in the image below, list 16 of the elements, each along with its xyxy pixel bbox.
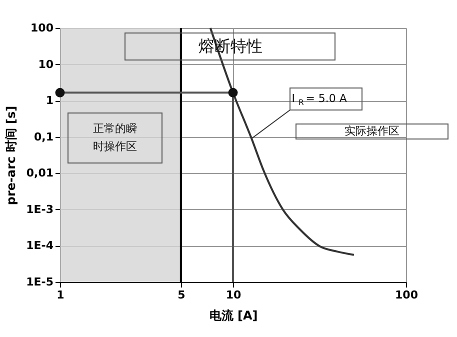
annotation: 正常的瞬时操作区: [93, 122, 138, 153]
x-tick-label: 10: [226, 288, 242, 302]
x-tick-label: 5: [178, 288, 186, 302]
y-axis-title: pre-arc 时间 [s]: [4, 106, 18, 206]
x-tick-label: 1: [56, 288, 64, 302]
y-tick-label: 0,1: [34, 130, 54, 144]
y-tick-label: 1: [46, 94, 54, 108]
y-tick-label: 1E-4: [26, 239, 54, 252]
y-tick-label: 1E-3: [26, 202, 54, 216]
x-tick-label: 100: [395, 288, 418, 302]
y-tick-label: 10: [38, 58, 54, 71]
y-tick-label: 1E-5: [26, 276, 54, 288]
y-tick-label: 100: [30, 22, 54, 34]
annotation: 实际操作区: [344, 124, 400, 138]
y-tick-label: 0,01: [26, 166, 54, 180]
x-axis-title: 电流 [A]: [209, 308, 258, 322]
